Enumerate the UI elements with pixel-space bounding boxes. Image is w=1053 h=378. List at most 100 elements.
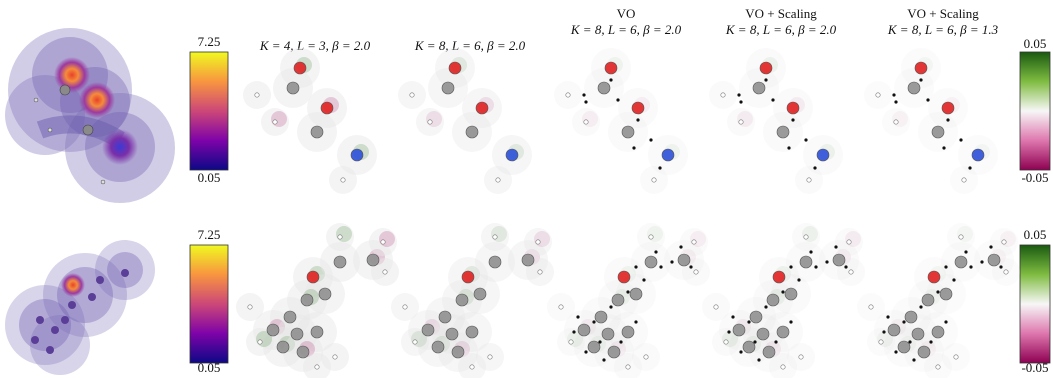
carbon-atom — [451, 345, 465, 359]
virtual-orbital-dot — [753, 340, 757, 344]
hydrogen-atom — [691, 239, 697, 245]
carbon-atom — [465, 125, 479, 139]
column-header-3: VO K = 8, L = 6, β = 2.0 — [556, 6, 696, 38]
virtual-orbital-dot — [886, 315, 890, 319]
virtual-orbital-dot — [616, 98, 620, 102]
carbon-atom — [921, 293, 935, 307]
carbon-atom — [749, 310, 763, 324]
hydrogen-atom — [565, 92, 571, 98]
column-title: VO + Scaling — [745, 6, 817, 21]
difference-blob — [1000, 231, 1016, 247]
nitrogen-atom — [971, 148, 985, 162]
virtual-orbital-dot — [584, 100, 588, 104]
density-colorbar-bottom-min: 0.05 — [197, 360, 221, 375]
carbon-atom — [987, 253, 1001, 267]
density-colorbar-bottom — [189, 244, 229, 364]
molecule — [236, 223, 399, 378]
virtual-orbital-dot — [926, 98, 930, 102]
molecule-panel-top-3 — [554, 48, 688, 194]
molecule — [398, 48, 532, 194]
density-colorbar-top — [189, 51, 229, 171]
hydrogen-atom — [257, 339, 263, 345]
virtual-orbital-dot — [825, 260, 829, 264]
density-plot-bottom — [5, 240, 155, 375]
molecule — [547, 223, 710, 378]
virtual-orbital-dot — [789, 320, 793, 324]
hydrogen-atom — [723, 339, 729, 345]
nitrogen-atom — [505, 148, 519, 162]
difference-blob — [426, 111, 442, 127]
virtual-orbital-dot — [626, 290, 630, 294]
virtual-orbital-dot — [968, 166, 972, 170]
hydrogen-atom — [958, 234, 964, 240]
virtual-orbital-dot — [592, 320, 596, 324]
virtual-orbital-dot — [654, 250, 658, 254]
carbon-atom — [907, 81, 921, 95]
carbon-atom — [897, 340, 911, 354]
difference-blob — [802, 226, 818, 242]
carbon-atom — [611, 293, 625, 307]
hydrogen-atom — [1003, 269, 1009, 275]
virtual-orbital-dot — [658, 166, 662, 170]
hydrogen-atom — [1001, 239, 1007, 245]
difference-blob — [534, 231, 550, 247]
virtual-orbital-dot — [642, 278, 646, 282]
virtual-orbital-dot — [609, 78, 613, 82]
hydrogen-atom — [314, 364, 320, 370]
carbon-atom — [577, 323, 591, 337]
virtual-orbital-dot — [747, 320, 751, 324]
carbon-atom — [601, 327, 615, 341]
virtual-orbital-dot — [634, 265, 638, 269]
virtual-orbital-dot — [689, 265, 693, 269]
virtual-orbital-dot — [764, 78, 768, 82]
hydrogen-atom — [568, 339, 574, 345]
hydrogen-atom — [412, 339, 418, 345]
virtual-orbital-dot — [944, 265, 948, 269]
hydrogen-atom — [648, 234, 654, 240]
carbon-atom — [629, 287, 643, 301]
hydrogen-atom — [875, 92, 881, 98]
molecule — [709, 48, 843, 194]
oxygen-atom — [786, 101, 800, 115]
virtual-orbital-dot — [944, 320, 948, 324]
carbon-atom — [266, 323, 280, 337]
carbon-atom — [597, 81, 611, 95]
carbon-atom — [441, 81, 455, 95]
carbon-atom — [756, 327, 770, 341]
difference-blob — [737, 111, 753, 127]
column-title — [245, 22, 385, 38]
hydrogen-atom — [720, 92, 726, 98]
carbon-atom — [939, 287, 953, 301]
hydrogen-atom — [495, 177, 501, 183]
difference-colorbar-bottom-max: 0.05 — [1023, 227, 1047, 242]
virtual-orbital-dot — [946, 118, 950, 122]
hydrogen-atom — [469, 364, 475, 370]
difference-blob — [690, 231, 706, 247]
carbon-atom — [904, 310, 918, 324]
carbon-atom — [799, 255, 813, 269]
density-colorbar-bottom-max: 7.25 — [197, 227, 221, 242]
hydrogen-atom — [893, 119, 899, 125]
virtual-orbital-dot — [670, 260, 674, 264]
virtual-orbital-dot — [737, 93, 741, 97]
molecule — [554, 48, 688, 194]
virtual-orbital-dot — [619, 340, 623, 344]
column-params: K = 4, L = 3, β = 2.0 — [259, 38, 371, 53]
virtual-orbital-dot — [634, 320, 638, 324]
column-title: VO + Scaling — [907, 6, 979, 21]
virtual-orbital-dot — [908, 340, 912, 344]
virtual-orbital-dot — [912, 358, 916, 362]
difference-colorbar-bottom — [1019, 244, 1051, 364]
hydrogen-atom — [806, 177, 812, 183]
oxygen-atom — [448, 61, 462, 75]
molecule-panel-bottom-5 — [857, 223, 1020, 378]
virtual-orbital-dot — [582, 93, 586, 97]
carbon-atom — [310, 325, 324, 339]
molecule-panel-top-5 — [864, 48, 998, 194]
oxygen-atom — [927, 270, 941, 284]
hydrogen-atom — [583, 119, 589, 125]
hydrogen-atom — [382, 269, 388, 275]
density-colorbar-top-max: 7.25 — [197, 34, 221, 49]
virtual-orbital-dot — [789, 265, 793, 269]
difference-colorbar-top-min: -0.05 — [1021, 170, 1049, 185]
